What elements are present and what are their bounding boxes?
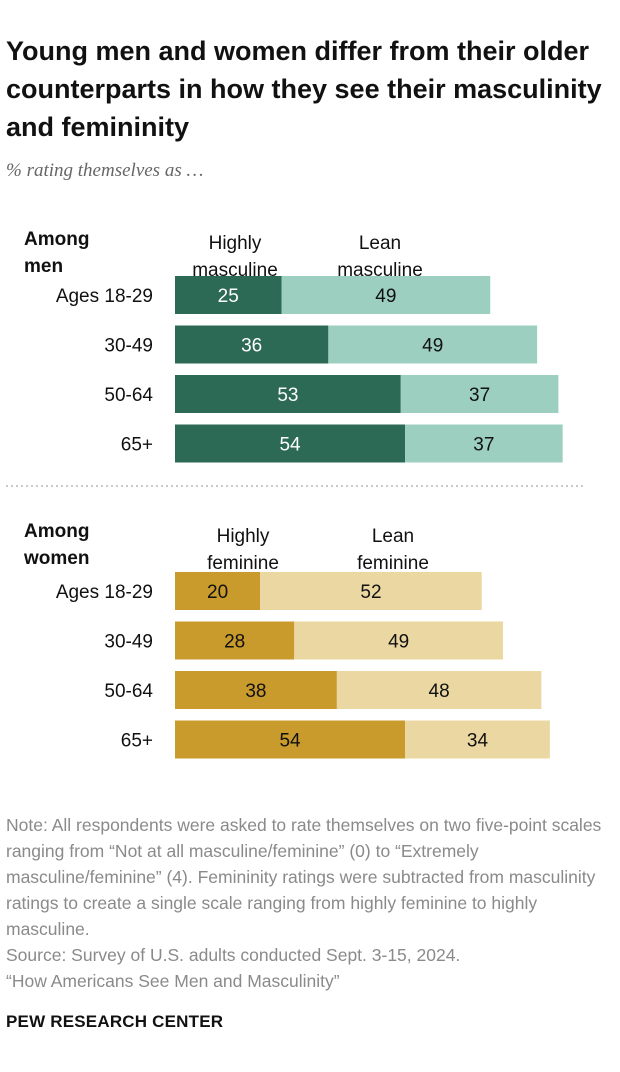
bar-men-0 [175, 276, 282, 314]
data-label-women-0: 20 [207, 582, 228, 603]
data-label-women-0: 54 [279, 731, 301, 752]
legend-label-women-1: Lean [372, 526, 414, 547]
source-text: Source: Survey of U.S. adults conducted … [6, 945, 461, 965]
category-label-women: 30-49 [104, 632, 153, 653]
bar-women-1 [294, 621, 504, 660]
legend-label-men-1: masculine [337, 260, 423, 281]
group-label-women: Among [24, 521, 89, 542]
bar-women-1 [405, 720, 550, 759]
bar-women-1 [260, 572, 482, 610]
category-label-women: Ages 18-29 [56, 582, 153, 603]
data-label-men-0: 25 [218, 286, 239, 307]
data-label-women-1: 49 [388, 632, 409, 653]
bar-men-1 [400, 375, 559, 413]
category-label-men: 30-49 [104, 336, 153, 357]
bar-women-0 [175, 671, 337, 709]
bar-women-0 [175, 621, 295, 660]
chart-subtitle: % rating themselves as … [6, 160, 204, 181]
brand-logo-text: PEW RESEARCH CENTER [6, 1012, 224, 1031]
category-label-men: Ages 18-29 [56, 286, 153, 307]
group-label-men: Among [24, 229, 89, 250]
data-label-women-1: 34 [467, 731, 489, 752]
data-label-men-0: 53 [277, 385, 298, 406]
data-label-men-0: 54 [279, 435, 301, 456]
category-label-men: 50-64 [104, 385, 153, 406]
data-label-women-1: 52 [360, 582, 381, 603]
bar-women-1 [336, 671, 542, 709]
data-label-women-1: 48 [429, 681, 450, 702]
footnote: Note: All respondents were asked to rate… [6, 812, 606, 994]
legend-label-men-0: masculine [192, 260, 278, 281]
data-label-men-1: 37 [469, 385, 490, 406]
stacked-bar-charts: Among men Highly masculine Lean masculine Ages… [6, 229, 586, 759]
data-label-men-1: 49 [422, 336, 443, 357]
bar-men-1 [328, 325, 538, 364]
bar-men-1 [281, 276, 491, 314]
category-label-women: 65+ [121, 731, 153, 752]
legend-label-women-0: Highly [217, 526, 270, 547]
data-label-women-0: 28 [224, 632, 245, 653]
chart-title: Young men and women differ from their ol… [6, 36, 602, 142]
legend-label-women-1: feminine [357, 553, 429, 574]
category-label-women: 50-64 [104, 681, 153, 702]
bar-women-0 [175, 720, 406, 759]
group-label-men: men [24, 256, 63, 277]
legend-label-men-0: Highly [209, 233, 262, 254]
legend-label-men-1: Lean [359, 233, 401, 254]
data-label-women-0: 38 [245, 681, 266, 702]
bar-men-0 [175, 325, 329, 364]
note-text: Note: All respondents were asked to rate… [6, 815, 602, 939]
legend-label-women-0: feminine [207, 553, 279, 574]
report-title-text: “How Americans See Men and Masculinity” [6, 971, 340, 991]
bar-men-0 [175, 375, 401, 413]
group-label-women: women [23, 548, 89, 569]
data-label-men-0: 36 [241, 336, 262, 357]
bar-women-0 [175, 572, 261, 610]
bar-men-1 [405, 424, 563, 463]
bar-men-0 [175, 424, 406, 463]
category-label-men: 65+ [121, 435, 153, 456]
data-label-men-1: 49 [375, 286, 396, 307]
data-label-men-1: 37 [473, 435, 494, 456]
